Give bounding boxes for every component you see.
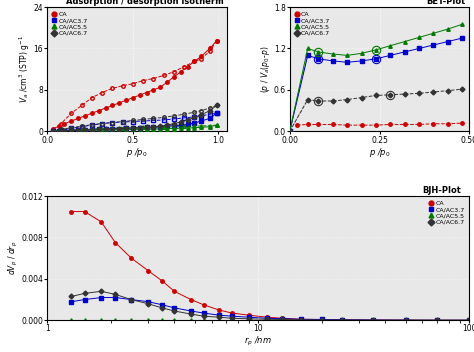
Y-axis label: ($p$ / $V_a$($p_0$-$p$): ($p$ / $V_a$($p_0$-$p$) <box>259 45 272 93</box>
X-axis label: $p$ /$p_0$: $p$ /$p_0$ <box>369 146 390 159</box>
Legend: CA, CA/AC3.7, CA/AC5.5, CA/AC6.7: CA, CA/AC3.7, CA/AC5.5, CA/AC6.7 <box>428 199 466 226</box>
X-axis label: $p$ /$p_0$: $p$ /$p_0$ <box>127 146 148 159</box>
Y-axis label: $dV_p$ / $dr_p$: $dV_p$ / $dr_p$ <box>7 241 20 275</box>
Text: BJH-Plot: BJH-Plot <box>422 186 461 195</box>
Text: BET-Plot: BET-Plot <box>427 0 465 6</box>
X-axis label: $r_p$ /nm: $r_p$ /nm <box>245 335 272 348</box>
Legend: CA, CA/AC3.7, CA/AC5.5, CA/AC6.7: CA, CA/AC3.7, CA/AC5.5, CA/AC6.7 <box>293 10 331 37</box>
Legend: CA, CA/AC3.7, CA/AC5.5, CA/AC6.7: CA, CA/AC3.7, CA/AC5.5, CA/AC6.7 <box>51 10 89 37</box>
Text: Adsorption / desorption isotherm: Adsorption / desorption isotherm <box>65 0 223 6</box>
Y-axis label: $V_a$ /cm$^3$ (STP) g$^{-1}$: $V_a$ /cm$^3$ (STP) g$^{-1}$ <box>18 35 32 103</box>
